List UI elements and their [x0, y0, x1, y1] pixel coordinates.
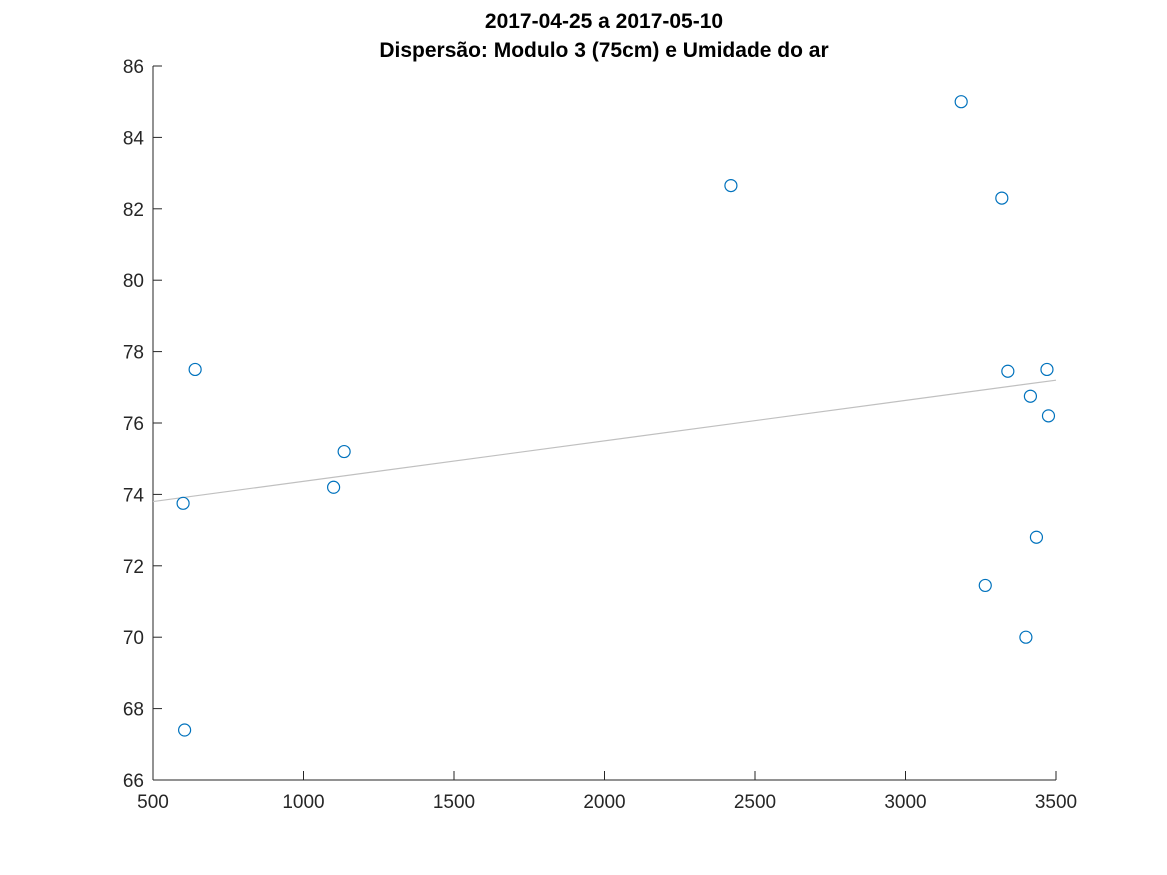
- y-tick-label: 80: [123, 271, 144, 292]
- y-tick-label: 86: [123, 57, 144, 78]
- chart-title-line-1: 2017-04-25 a 2017-05-10: [485, 10, 723, 33]
- data-point: [978, 578, 992, 593]
- y-tick-label: 84: [123, 128, 145, 149]
- data-point: [176, 496, 190, 510]
- data-point: [1041, 409, 1056, 423]
- data-points: [176, 95, 1056, 737]
- data-point: [995, 191, 1009, 205]
- x-tick-label: 500: [137, 792, 169, 813]
- y-tick-label: 82: [123, 200, 144, 221]
- chart-title-line-2: Dispersão: Modulo 3 (75cm) e Umidade do …: [379, 39, 828, 62]
- data-point: [1023, 389, 1038, 403]
- data-point: [188, 362, 202, 377]
- y-tick-label: 70: [123, 628, 144, 649]
- data-point: [1029, 530, 1044, 544]
- data-point: [1040, 362, 1054, 377]
- x-tick-label: 3500: [1035, 792, 1077, 813]
- data-point: [178, 723, 192, 737]
- data-point: [1001, 364, 1015, 378]
- x-tick-label: 2000: [583, 792, 625, 813]
- y-tick-label: 76: [123, 414, 144, 435]
- x-axis-ticks: 500 1000 1500 2000 2500 3000 3500: [137, 771, 1077, 813]
- data-point: [337, 444, 351, 459]
- x-tick-label: 1500: [433, 792, 475, 813]
- plot-area: 500 1000 1500 2000 2500 3000 3500 66 68 70 72 74 76…: [123, 57, 1077, 813]
- data-point: [724, 178, 738, 193]
- data-point: [327, 480, 341, 494]
- x-tick-label: 2500: [734, 792, 776, 813]
- data-point: [954, 95, 968, 109]
- y-tick-label: 74: [123, 485, 145, 506]
- y-tick-label: 66: [123, 771, 144, 792]
- y-tick-label: 68: [123, 700, 144, 721]
- data-point: [1019, 630, 1033, 644]
- y-axis-ticks: 66 68 70 72 74 76 78 80 82 84 86: [123, 57, 162, 792]
- y-tick-label: 78: [123, 343, 144, 364]
- y-tick-label: 72: [123, 557, 144, 578]
- x-tick-label: 1000: [282, 792, 324, 813]
- x-tick-label: 3000: [884, 792, 926, 813]
- trend-line: [152, 379, 1057, 503]
